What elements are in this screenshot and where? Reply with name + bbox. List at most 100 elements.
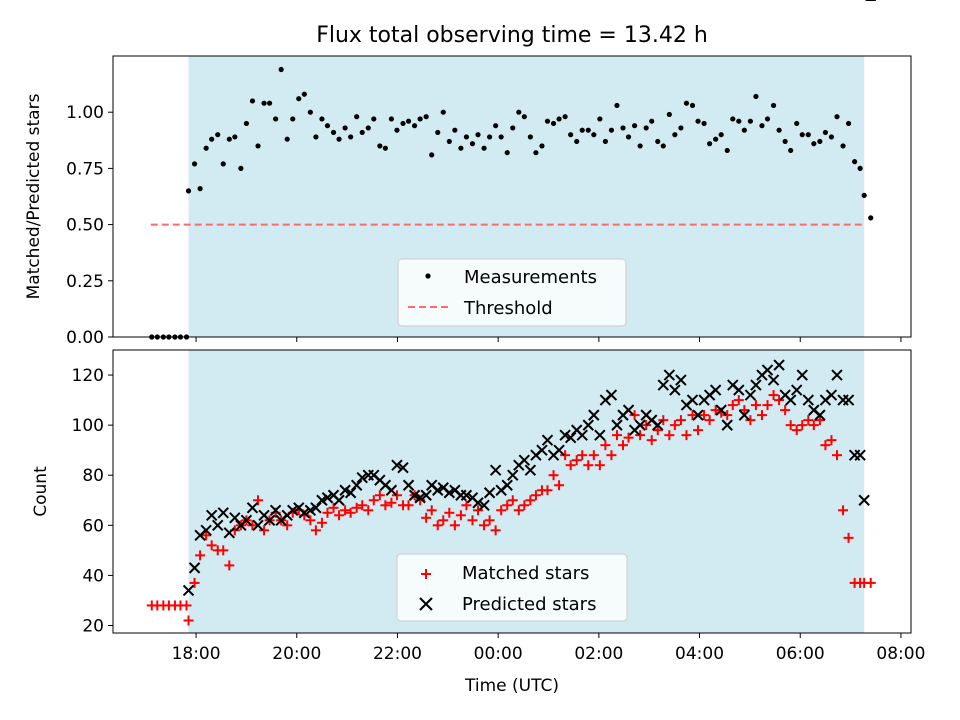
measurement-point [278,66,284,73]
measurement-point [504,150,510,156]
predicted-star-point [507,469,519,481]
predicted-star-point [657,379,669,391]
matched-star-point [629,410,640,421]
legend-marker-measurements [425,273,431,279]
matched-star-point [310,525,321,536]
matched-star-point [843,532,854,543]
legend-box-bottom [396,553,628,622]
predicted-star-point [854,449,866,461]
predicted-star-point [489,464,502,476]
matched-star-point [259,525,270,536]
measurement-point [400,120,406,127]
measurement-point [220,161,226,167]
matched-star-point [646,435,657,446]
matched-star-point [455,510,466,521]
measurement-point [330,129,337,136]
matched-star-point [814,415,825,426]
measurement-point [602,138,608,145]
matched-star-point [739,405,750,416]
y-tick-label: 80 [82,466,104,486]
measurement-point [301,91,307,97]
matched-star-point [803,415,814,426]
matched-star-point [745,415,756,426]
matched-star-point [519,500,530,511]
measurement-point [359,129,365,136]
predicted-star-point [767,374,780,386]
measurement-point [319,116,325,122]
measurement-point [649,118,655,124]
matched-star-point [600,440,611,451]
measurement-point [463,134,470,140]
predicted-star-point [269,504,282,516]
matched-star-point [820,440,831,451]
matched-star-point [473,505,484,516]
measurement-point [516,109,522,115]
predicted-star-point [825,389,838,401]
measurement-point [185,188,192,194]
count-panel: 20 40 60 80 100 120 18:00 20:00 22:00 00:00 02:00… [31,0,925,696]
predicted-star-point [605,389,618,401]
predicted-star-point [634,419,646,431]
measurement-point [770,102,777,109]
matched-star-point [733,395,744,406]
y-axis-label-ratio: Matched/Predicted stars [24,93,44,299]
measurement-point [429,152,435,158]
measurement-point [713,136,719,142]
measurement-point [672,132,678,138]
predicted-star-point [298,507,311,519]
measurement-point [203,145,209,151]
predicted-star-point [541,434,554,446]
matched-star-point [461,500,472,511]
measurement-point [423,114,429,120]
predicted-star-point [715,404,727,416]
x-tick-label: 04:00 [675,644,724,664]
x-tick-label: 02:00 [574,644,623,664]
predicted-star-point [420,489,432,501]
matched-star-point [181,600,192,611]
measurement-point [243,120,250,127]
predicted-star-point [611,419,623,431]
predicted-star-point [240,514,253,527]
measurement-point [290,116,296,122]
measurement-point [845,120,852,127]
matched-star-point [374,490,385,501]
measurement-point [718,132,724,138]
matched-star-point [606,450,617,461]
measurement-point [284,136,290,142]
measurement-point [759,123,765,129]
matched-star-point [658,415,669,426]
matched-star-point [438,515,449,526]
measurement-point [707,141,713,147]
measurement-point [238,165,244,171]
measurement-point [747,118,753,124]
measurement-point [591,132,597,138]
matched-star-point [403,500,414,511]
measurement-point [805,132,811,138]
matched-star-point [560,450,571,461]
measurement-point [753,93,759,100]
predicted-star-point [501,479,513,491]
predicted-star-point [761,364,774,376]
predicted-star-point [460,489,473,501]
measurement-point [197,186,203,192]
predicted-star-point [652,419,664,431]
matched-star-point [675,415,686,426]
matched-star-point [507,495,518,506]
y-tick-label: 1.00 [66,103,104,123]
measurement-point [678,125,684,131]
predicted-star-point [692,409,704,421]
matched-star-point [571,455,582,466]
matched-star-point [224,560,235,571]
y-tick-label: 40 [82,566,104,586]
measurement-point [828,134,835,140]
predicted-star-point [414,492,426,504]
predicted-star-point [212,519,224,532]
measurement-point [411,123,418,129]
measurement-point [527,134,533,140]
predicted-star-point [564,431,577,444]
predicted-star-point [350,479,363,491]
predicted-star-point [478,499,490,511]
matched-star-point [432,520,443,531]
predicted-star-point [246,502,259,514]
predicted-star-point [858,494,870,506]
